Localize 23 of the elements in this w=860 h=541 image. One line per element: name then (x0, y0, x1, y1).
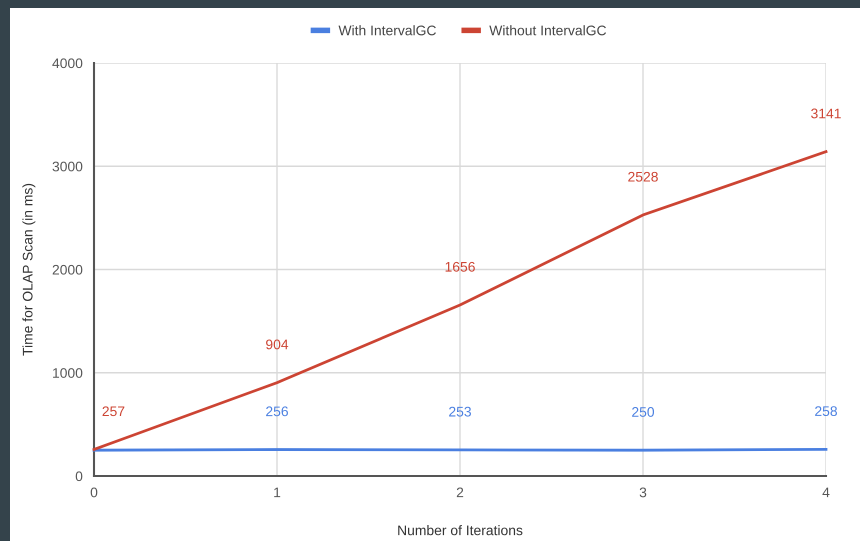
x-tick-label: 1 (274, 488, 280, 498)
data-label: 250 (632, 407, 654, 417)
data-label: 257 (102, 406, 124, 416)
data-label: 1656 (446, 262, 475, 272)
y-tick-label: 2000 (52, 264, 82, 275)
legend-label: Without IntervalGC (489, 25, 606, 36)
data-label: 2528 (628, 172, 658, 182)
x-tick-label: 0 (90, 487, 98, 498)
legend-label: With IntervalGC (338, 25, 436, 36)
data-label: 904 (266, 340, 288, 350)
y-tick-label: 0 (76, 471, 82, 482)
y-tick-label: 3000 (52, 162, 82, 172)
x-tick-label: 4 (822, 488, 830, 498)
data-label: 258 (815, 406, 837, 416)
x-tick-label: 2 (456, 487, 464, 498)
y-tick-label: 4000 (52, 58, 82, 68)
data-label: 256 (266, 406, 288, 416)
data-label: 253 (449, 406, 471, 417)
y-tick-label: 1000 (53, 368, 82, 378)
x-tick-label: 3 (640, 487, 646, 498)
x-axis-title: Number of Iterations (398, 525, 522, 536)
y-axis-title: Time for OLAP Scan (in ms) (22, 184, 36, 356)
data-label: 3141 (811, 108, 841, 118)
